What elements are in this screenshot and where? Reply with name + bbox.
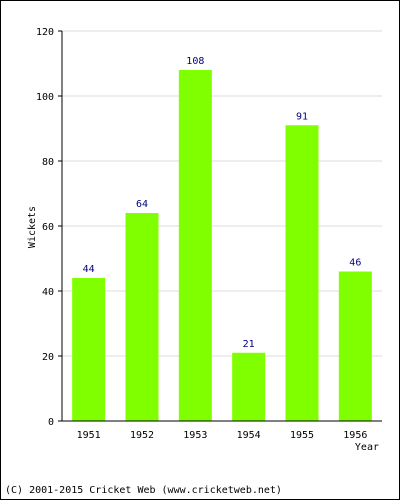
y-tick-label: 100: [36, 92, 54, 103]
x-tick-label: 1956: [343, 430, 367, 441]
x-axis-title: Year: [355, 442, 379, 453]
y-tick-labels: 0 20 40 60 80 100 120: [36, 27, 62, 428]
data-label-1952: 64: [136, 199, 148, 210]
y-axis-title: Wickets: [27, 206, 38, 248]
bar-chart: 0 20 40 60 80 100 120 1951 1952 1953 1954 1955 1956…: [27, 27, 382, 453]
y-tick-label: 80: [42, 157, 54, 168]
x-tick-label: 1952: [130, 430, 154, 441]
bar-1955: [285, 125, 319, 421]
x-tick-label: 1955: [290, 430, 314, 441]
bar-1956: [338, 271, 372, 421]
copyright-footer: (C) 2001-2015 Cricket Web (www.cricketwe…: [5, 485, 282, 496]
bar-1952: [125, 213, 159, 421]
y-tick-label: 60: [42, 222, 54, 233]
data-label-1954: 21: [243, 339, 255, 350]
data-labels: 44 64 108 21 91 46: [83, 56, 362, 350]
x-tick-label: 1953: [183, 430, 207, 441]
y-tick-label: 120: [36, 27, 54, 38]
data-label-1951: 44: [83, 264, 95, 275]
bar-1954: [232, 352, 266, 421]
x-tick-label: 1954: [237, 430, 261, 441]
gridlines: [62, 30, 382, 357]
x-tick-labels: 1951 1952 1953 1954 1955 1956: [77, 430, 368, 441]
y-tick-label: 0: [48, 417, 54, 428]
data-label-1953: 108: [186, 56, 204, 67]
bars: [72, 70, 372, 421]
bar-1953: [178, 70, 212, 421]
data-label-1955: 91: [296, 111, 308, 122]
y-tick-label: 20: [42, 352, 54, 363]
data-label-1956: 46: [349, 258, 361, 269]
y-tick-label: 40: [42, 287, 54, 298]
x-tick-label: 1951: [77, 430, 101, 441]
bar-1951: [72, 278, 106, 421]
